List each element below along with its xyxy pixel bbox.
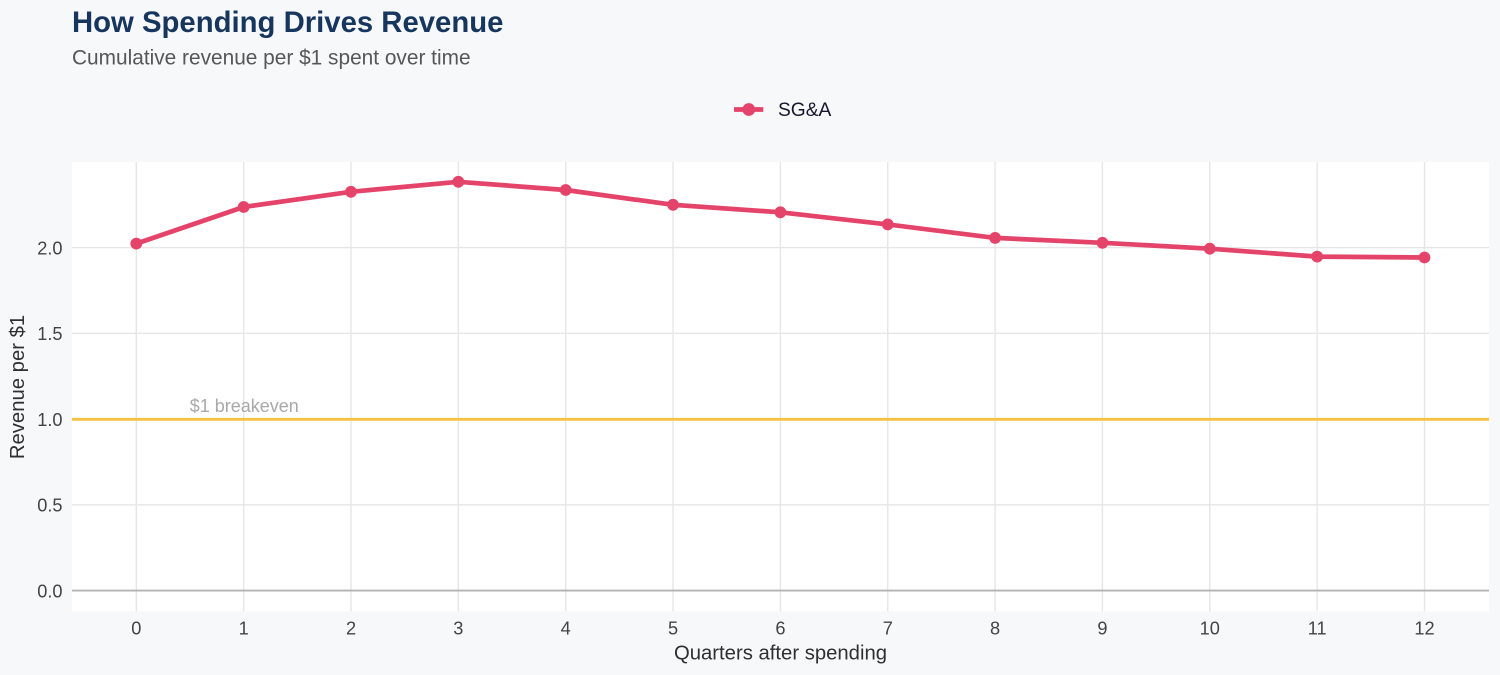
svg-text:0.0: 0.0: [37, 581, 62, 601]
svg-text:12: 12: [1414, 619, 1434, 639]
svg-text:Cumulative revenue per $1 spen: Cumulative revenue per $1 spent over tim…: [72, 47, 471, 70]
svg-text:2: 2: [346, 619, 356, 639]
svg-text:5: 5: [668, 619, 678, 639]
svg-text:8: 8: [990, 619, 1000, 639]
svg-text:How Spending Drives Revenue: How Spending Drives Revenue: [72, 6, 503, 39]
svg-text:1: 1: [239, 619, 249, 639]
svg-text:1.0: 1.0: [37, 410, 62, 430]
svg-text:10: 10: [1200, 619, 1220, 639]
svg-text:11: 11: [1308, 619, 1327, 639]
svg-text:3: 3: [453, 619, 463, 639]
svg-text:1.5: 1.5: [37, 324, 62, 344]
svg-text:7: 7: [883, 619, 893, 639]
svg-text:9: 9: [1097, 619, 1107, 639]
svg-text:4: 4: [561, 619, 571, 639]
svg-text:Revenue per $1: Revenue per $1: [7, 315, 29, 459]
svg-text:6: 6: [775, 619, 785, 639]
svg-text:0.5: 0.5: [37, 496, 62, 516]
svg-text:2.0: 2.0: [37, 239, 62, 259]
svg-text:$1 breakeven: $1 breakeven: [190, 396, 299, 416]
svg-text:SG&A: SG&A: [778, 100, 832, 121]
svg-text:Quarters after spending: Quarters after spending: [674, 643, 887, 665]
svg-text:0: 0: [131, 619, 141, 639]
